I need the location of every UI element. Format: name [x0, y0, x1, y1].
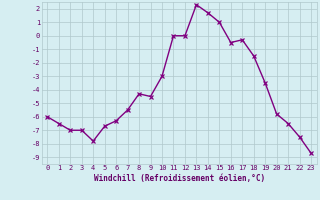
- X-axis label: Windchill (Refroidissement éolien,°C): Windchill (Refroidissement éolien,°C): [94, 174, 265, 183]
